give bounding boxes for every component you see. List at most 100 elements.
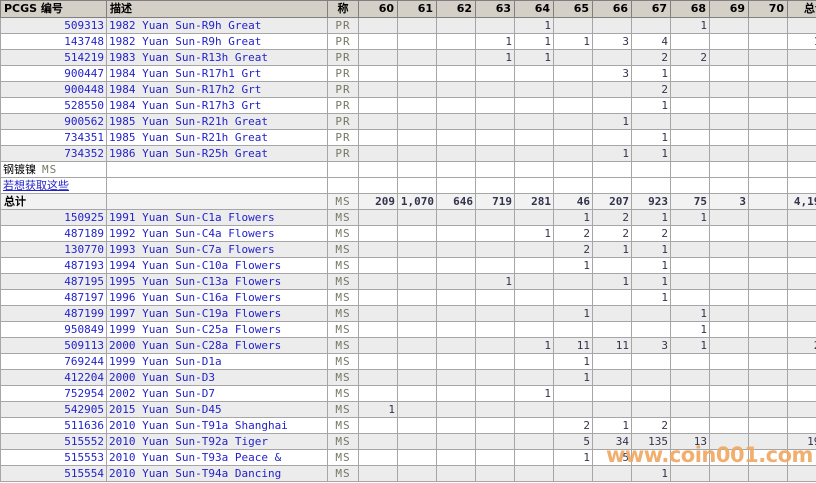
cell-total: 2 [787,305,816,322]
cell-pcgs-number[interactable]: 528550 [0,97,107,114]
get-these-link[interactable]: 若想获取这些 [0,177,107,194]
cell-description[interactable]: 1999 Yuan Sun-C25a Flowers [106,321,328,338]
cell-pcgs-number[interactable]: 143748 [0,33,107,50]
cell-pcgs-number[interactable]: 900562 [0,113,107,130]
cell-pcgs-number[interactable]: 515552 [0,433,107,450]
cell-pcgs-number[interactable]: 900448 [0,81,107,98]
cell-description[interactable]: 1982 Yuan Sun-R9h Great [106,33,328,50]
cell-description[interactable]: 1982 Yuan Sun-R9h Great [106,17,328,34]
header-grade-63[interactable]: 63 [475,0,515,18]
cell-pcgs-number[interactable]: 734352 [0,145,107,162]
cell-description[interactable]: 1994 Yuan Sun-C10a Flowers [106,257,328,274]
cell-description[interactable]: 2010 Yuan Sun-T91a Shanghai [106,417,328,434]
cell-description[interactable]: 1985 Yuan Sun-R21h Great [106,113,328,130]
cell-description[interactable]: 2010 Yuan Sun-T93a Peace & [106,449,328,466]
cell-pcgs-number[interactable]: 752954 [0,385,107,402]
cell-description[interactable]: 1984 Yuan Sun-R17h1 Grt [106,65,328,82]
header-grade-64[interactable]: 64 [514,0,554,18]
cell-pcgs-number[interactable]: 734351 [0,129,107,146]
cell-pcgs-number[interactable]: 515554 [0,465,107,482]
table-row[interactable]: 509113 2000 Yuan Sun-C28a Flowers MS 1 11 11 3… [0,337,816,354]
header-grade-65[interactable]: 65 [553,0,593,18]
cell-pcgs-number[interactable]: 542905 [0,401,107,418]
header-grade-60[interactable]: 60 [358,0,398,18]
header-total[interactable]: 总计 [787,0,816,18]
cell-description[interactable]: 1991 Yuan Sun-C1a Flowers [106,209,328,226]
cell-pcgs-number[interactable]: 487199 [0,305,107,322]
cell-description[interactable]: 1986 Yuan Sun-R25h Great [106,145,328,162]
cell-count-66: 3 [592,33,632,50]
cell-description[interactable]: 2015 Yuan Sun-D45 [106,401,328,418]
header-pcgs-number[interactable]: PCGS 编号 [0,0,107,18]
cell-pcgs-number[interactable]: 487189 [0,225,107,242]
cell-description[interactable]: 1984 Yuan Sun-R17h3 Grt [106,97,328,114]
header-grade-70[interactable]: 70 [748,0,788,18]
cell-description[interactable]: 1985 Yuan Sun-R21h Great [106,129,328,146]
cell-pcgs-number[interactable]: 515553 [0,449,107,466]
cell-description[interactable]: 1999 Yuan Sun-D1a [106,353,328,370]
cell-count-65 [553,113,593,130]
cell-description[interactable]: 2000 Yuan Sun-C28a Flowers [106,337,328,354]
table-row[interactable]: 515552 2010 Yuan Sun-T92a Tiger MS 5 34 135 13… [0,433,816,450]
cell-pcgs-number[interactable]: 487193 [0,257,107,274]
cell-pcgs-number[interactable]: 130770 [0,241,107,258]
cell-pcgs-number[interactable]: 514219 [0,49,107,66]
section-spacer-64 [514,161,554,178]
cell-pcgs-number[interactable]: 412204 [0,369,107,386]
cell-description[interactable]: 2000 Yuan Sun-D3 [106,369,328,386]
header-grade-scale[interactable]: 称 [327,0,359,18]
cell-pcgs-number[interactable]: 950849 [0,321,107,338]
cell-pcgs-number[interactable]: 487197 [0,289,107,306]
cell-description[interactable]: 1992 Yuan Sun-C4a Flowers [106,225,328,242]
cell-description[interactable]: 1996 Yuan Sun-C16a Flowers [106,289,328,306]
cell-count-65 [553,129,593,146]
cell-pcgs-number[interactable]: 509313 [0,17,107,34]
header-grade-62[interactable]: 62 [436,0,476,18]
cell-pcgs-number[interactable]: 487195 [0,273,107,290]
cell-pcgs-number[interactable]: 900447 [0,65,107,82]
header-grade-68[interactable]: 68 [670,0,710,18]
cell-description[interactable]: 1995 Yuan Sun-C13a Flowers [106,273,328,290]
header-grade-61[interactable]: 61 [397,0,437,18]
header-grade-67[interactable]: 67 [631,0,671,18]
cell-description[interactable]: 1997 Yuan Sun-C19a Flowers [106,305,328,322]
section-link-row[interactable]: 若想获取这些 [0,177,816,194]
cell-description[interactable]: 1993 Yuan Sun-C7a Flowers [106,241,328,258]
cell-description[interactable]: 2010 Yuan Sun-T92a Tiger [106,433,328,450]
cell-pcgs-number[interactable]: 509113 [0,337,107,354]
header-description[interactable]: 描述 [106,0,328,18]
cell-pcgs-number[interactable]: 769244 [0,353,107,370]
header-grade-69[interactable]: 69 [709,0,749,18]
cell-description[interactable]: 1984 Yuan Sun-R17h2 Grt [106,81,328,98]
cell-description[interactable]: 1983 Yuan Sun-R13h Great [106,49,328,66]
cell-pcgs-number[interactable]: 150925 [0,209,107,226]
cell-pcgs-number[interactable]: 511636 [0,417,107,434]
cell-description[interactable]: 2002 Yuan Sun-D7 [106,385,328,402]
cell-description[interactable]: 2010 Yuan Sun-T94a Dancing [106,465,328,482]
header-grade-66[interactable]: 66 [592,0,632,18]
